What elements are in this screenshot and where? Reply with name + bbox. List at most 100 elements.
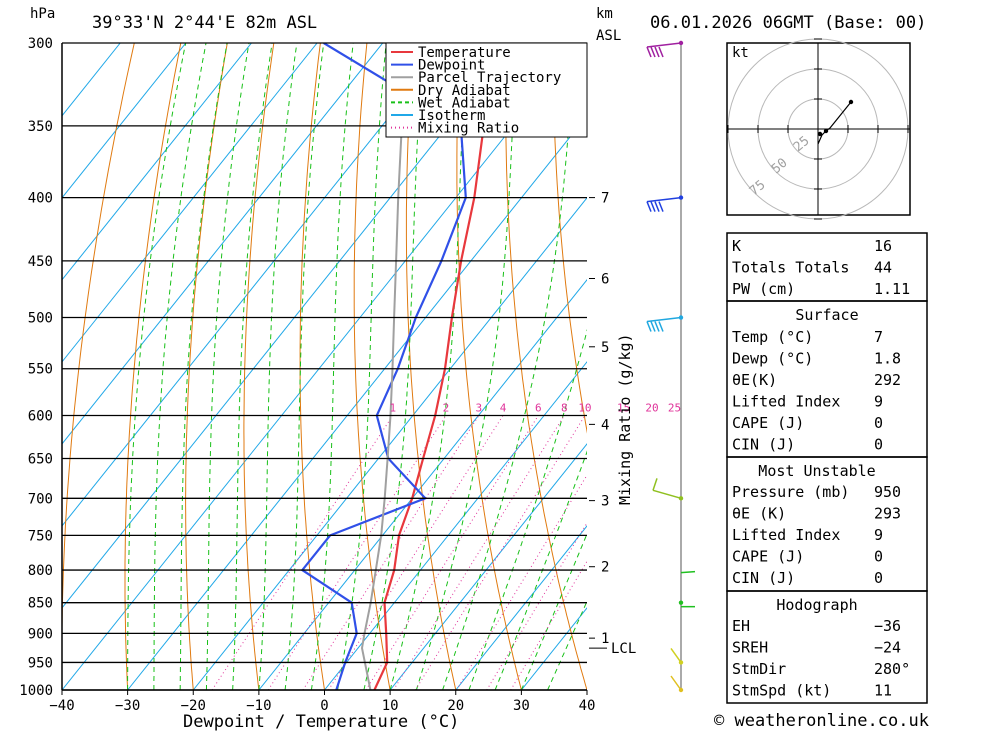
table-row-value: −36: [874, 617, 901, 635]
x-tick-label: 10: [382, 698, 399, 714]
km-tick-label: 2: [601, 560, 609, 576]
wind-barb: [646, 42, 682, 58]
wet-adiabat-line: [153, 43, 207, 690]
wind-barb: [652, 478, 682, 500]
wet-adiabat-line: [547, 600, 587, 690]
datetime-title: 06.01.2026 06GMT (Base: 00): [650, 13, 926, 33]
surface-title: Surface: [795, 306, 858, 324]
legend-label: Isotherm: [418, 108, 485, 124]
wet-adiabat-line: [310, 43, 354, 690]
legend-label: Dry Adiabat: [418, 83, 511, 99]
wet-adiabat-line: [520, 532, 587, 690]
wet-adiabat-line: [494, 450, 587, 690]
lcl-label: LCL: [611, 641, 636, 657]
x-tick-label: −40: [49, 698, 74, 714]
table-row-value: 280°: [874, 660, 910, 678]
dry-adiabat-line: [124, 43, 182, 690]
wet-adiabat-line: [468, 328, 587, 690]
pressure-tick-label: 450: [28, 254, 53, 270]
table-row-label: Temp (°C): [732, 328, 813, 346]
km-unit: km: [596, 6, 613, 22]
isotherm-line: [62, 43, 318, 363]
table-row-label: SREH: [732, 639, 768, 657]
x-axis-label: Dewpoint / Temperature (°C): [183, 712, 459, 732]
most-unstable-table: Most Unstable Pressure (mb) 950 θE (K) 293 L…: [726, 456, 928, 592]
pressure-tick-label: 750: [28, 528, 53, 544]
legend-label: Dewpoint: [418, 58, 485, 74]
table-row-label: K: [732, 237, 741, 255]
pressure-tick-label: 1000: [19, 683, 53, 699]
hpa-unit: hPa: [30, 6, 55, 22]
wet-adiabat-line: [415, 43, 517, 690]
x-tick-label: 0: [320, 698, 328, 714]
isotherm-line: [62, 43, 449, 527]
km-tick-label: 1: [601, 631, 609, 647]
wind-barb: [670, 647, 682, 663]
hodograph-stats-table: Hodograph EH −36 SREH −24 StmDir 280° StmSpd (…: [726, 590, 928, 704]
pressure-tick-label: 300: [28, 36, 53, 52]
hodograph-point: [848, 99, 854, 105]
table-row-value: 11: [874, 682, 892, 700]
pressure-tick-label: 900: [28, 626, 53, 642]
x-tick-label: 40: [579, 698, 596, 714]
location-title: 39°33'N 2°44'E 82m ASL: [92, 13, 317, 33]
table-row-label: θE(K): [732, 371, 777, 389]
mixing-ratio-line: [267, 415, 447, 690]
wind-barbs: [646, 40, 696, 693]
table-row-value: −24: [874, 639, 901, 657]
table-row-value: 44: [874, 259, 892, 277]
table-row-value: 16: [874, 237, 892, 255]
table-row-label: CAPE (J): [732, 548, 804, 566]
pressure-tick-label: 500: [28, 311, 53, 327]
table-row-label: PW (cm): [732, 280, 795, 298]
mixing-ratio-label: 4: [500, 401, 507, 414]
wind-barb-dot: [678, 600, 684, 605]
mixing-ratio-line: [302, 415, 480, 690]
pressure-tick-label: 600: [28, 408, 53, 424]
wind-barb: [670, 675, 682, 691]
mixing-ratio-line: [510, 560, 587, 690]
isotherm-line: [192, 197, 587, 690]
pressure-tick-label: 400: [28, 191, 53, 207]
table-row-label: Lifted Index: [732, 393, 840, 411]
mixing-ratio-line: [393, 415, 565, 690]
isotherm-line: [62, 43, 384, 445]
mixing-ratio-line: [456, 474, 587, 690]
legend-label: Mixing Ratio: [418, 121, 519, 137]
mixing-ratio-label: 15: [617, 401, 630, 414]
mixing-ratio-label: 2: [443, 401, 450, 414]
dry-adiabat-line: [552, 43, 587, 434]
table-row-value: 950: [874, 483, 901, 501]
isotherm-line: [62, 43, 187, 199]
isotherm-line: [127, 114, 587, 690]
table-row-value: 0: [874, 548, 883, 566]
pressure-tick-label: 950: [28, 655, 53, 671]
asl-unit: ASL: [596, 28, 621, 44]
isotherm-line: [62, 43, 580, 690]
table-row-value: 9: [874, 526, 883, 544]
surface-table: Surface Temp (°C) 7 Dewp (°C) 1.8 θE(K) 292 Li…: [726, 300, 928, 458]
wind-barb-dot: [678, 315, 684, 320]
dry-adiabat-line: [185, 43, 228, 690]
pressure-tick-label: 850: [28, 596, 53, 612]
hodograph-point: [823, 128, 829, 134]
wet-adiabat-line: [258, 43, 298, 690]
isotherm-line: [389, 443, 587, 690]
table-row-value: 0: [874, 414, 883, 432]
table-row-label: θE (K): [732, 505, 786, 523]
isotherm-line: [324, 361, 587, 690]
mixing-ratio-label: 3: [476, 401, 483, 414]
x-tick-label: 20: [447, 698, 464, 714]
table-row-value: 1.11: [874, 280, 910, 298]
hodograph-unit: kt: [732, 45, 749, 61]
mixing-ratio-label: 8: [561, 401, 568, 414]
table-row-label: Totals Totals: [732, 259, 849, 277]
x-tick-label: −30: [115, 698, 140, 714]
table-row-label: StmSpd (kt): [732, 682, 831, 700]
wet-adiabat-line: [284, 43, 325, 690]
table-row-value: 7: [874, 328, 883, 346]
pressure-tick-label: 800: [28, 563, 53, 579]
parcel-trajectory-line: [360, 43, 410, 690]
